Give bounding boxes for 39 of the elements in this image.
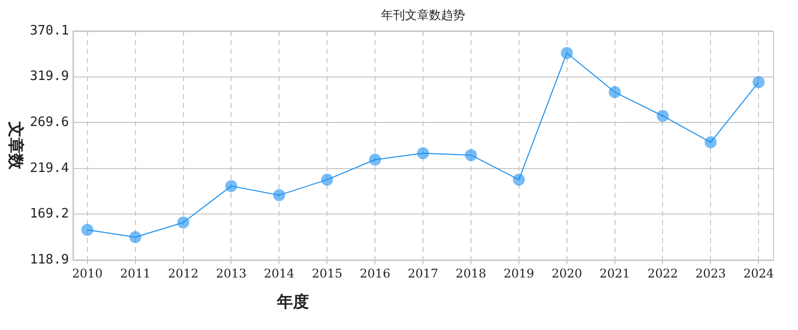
point [369,154,382,166]
y-tick-label: 219.4 [30,160,70,176]
x-tick-label: 2014 [264,266,295,280]
y-tick-label: 269.6 [30,114,69,130]
y-tick-label: 370.1 [30,23,69,38]
point [464,149,477,162]
y-tick-label: 319.9 [30,69,69,84]
point [704,136,717,148]
x-tick-label: 2018 [456,266,486,280]
x-tick-label: 2012 [168,266,199,280]
x-tick-label: 2021 [600,266,630,280]
x-tick-label: 2022 [647,266,678,280]
point [656,110,669,122]
x-tick-label: 2016 [360,266,390,280]
chart-title: 年刊文章数趋势 [380,7,466,24]
point [225,180,238,192]
x-tick-label: 2017 [408,266,438,280]
point [560,46,573,59]
point [417,147,429,160]
y-axis-title: 文章数 [6,120,26,170]
point [273,189,286,202]
point [321,174,334,186]
x-tick-label: 2024 [743,266,774,280]
x-axis-title: 年度 [277,292,309,313]
x-tick-label: 2015 [312,266,342,280]
x-tick-label: 2020 [552,266,582,280]
point [512,174,525,186]
x-tick-label: 2013 [216,266,246,280]
x-tick-label: 2011 [120,266,151,280]
point [752,76,765,88]
point [129,231,142,244]
x-tick-label: 2019 [504,266,534,280]
point [608,86,621,98]
y-tick-label: 118.9 [30,252,69,268]
x-tick-label: 2010 [72,266,103,280]
point [81,224,94,236]
x-tick-label: 2023 [695,266,726,280]
point [177,216,190,229]
y-tick-label: 169.2 [30,206,69,222]
